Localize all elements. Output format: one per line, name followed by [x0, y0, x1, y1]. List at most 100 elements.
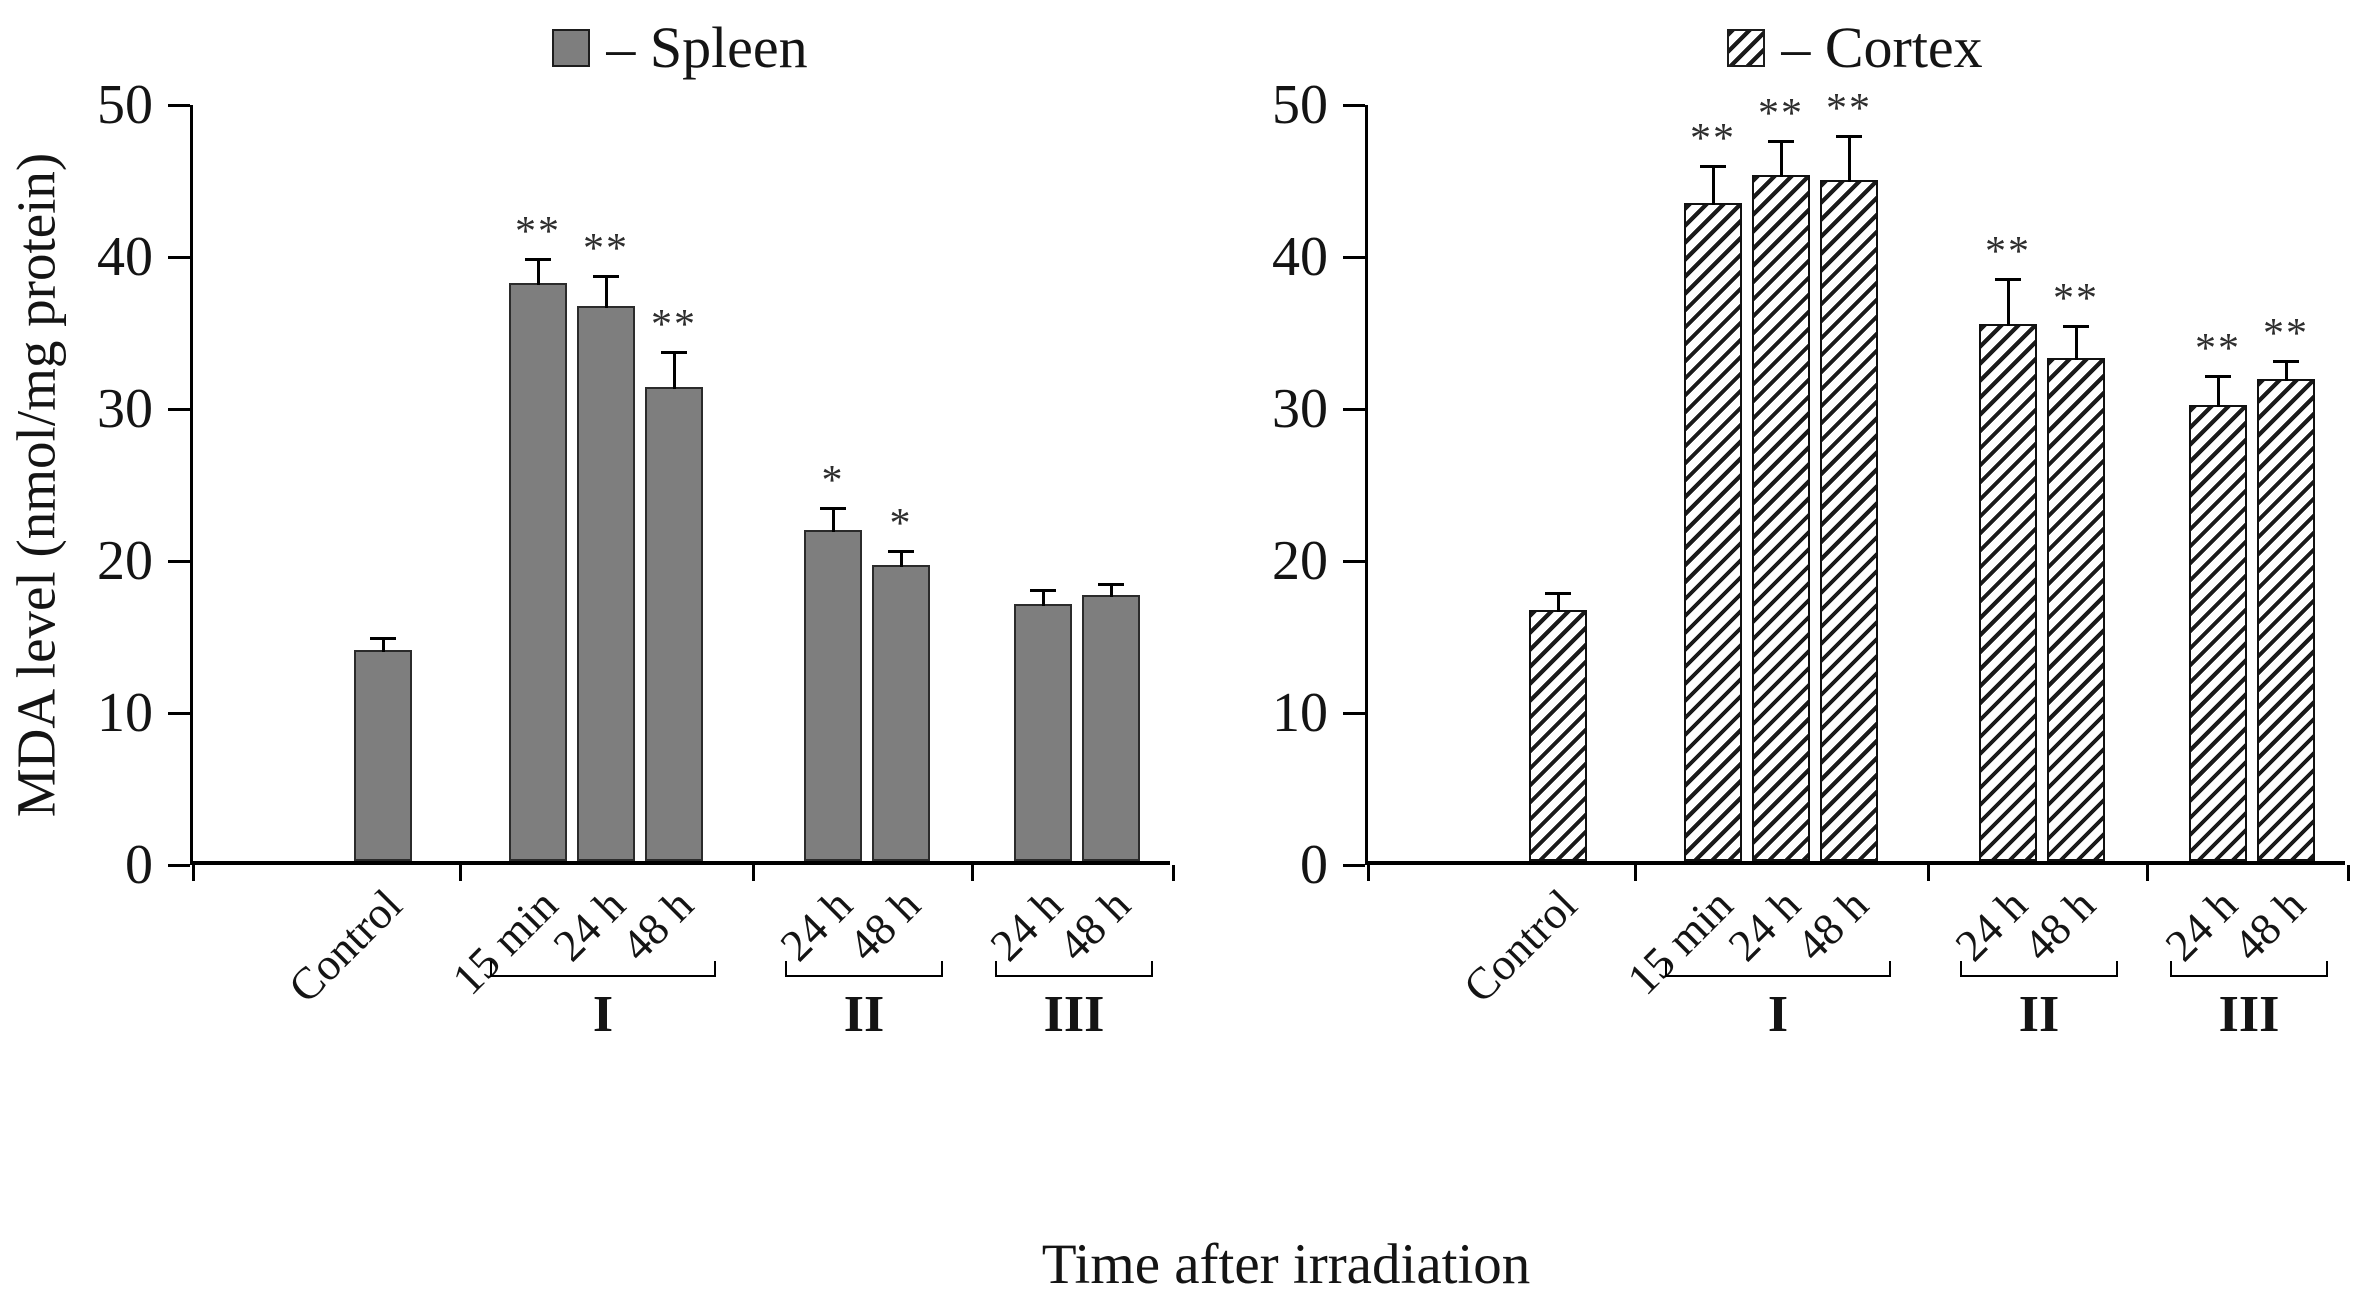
bar — [2047, 357, 2105, 861]
error-bar-cap — [1836, 134, 1862, 138]
y-axis-tick — [168, 103, 190, 107]
error-bar-cap — [1995, 277, 2021, 281]
bar — [1684, 202, 1742, 861]
bar — [1529, 610, 1587, 861]
legend-spleen: – Spleen — [190, 16, 1170, 80]
x-axis-tick — [191, 865, 195, 881]
significance-marker: * — [821, 458, 845, 505]
legend-cortex-label: – Cortex — [1781, 15, 1983, 80]
x-tick-label: Control — [279, 879, 412, 1013]
x-axis-tick — [1171, 865, 1175, 881]
x-axis-tick — [2346, 865, 2350, 881]
bar — [509, 283, 567, 861]
y-axis-tick — [1343, 255, 1365, 259]
error-bar — [1041, 590, 1045, 607]
y-axis-tick — [1343, 559, 1365, 563]
group-label: I — [592, 986, 614, 1043]
x-tick-label: 48 h — [2223, 879, 2315, 971]
bar — [354, 649, 412, 861]
error-bar-cap — [820, 507, 846, 511]
x-tick-label: Control — [1454, 879, 1587, 1013]
significance-marker: ** — [651, 301, 697, 348]
y-axis-tick-label: 20 — [97, 530, 153, 592]
y-axis-tick-label: 40 — [97, 226, 153, 288]
significance-marker: ** — [1690, 116, 1736, 163]
x-tick-label: 48 h — [1048, 879, 1140, 971]
y-axis-tick-label: 0 — [125, 834, 153, 896]
group-label: II — [843, 986, 885, 1043]
y-axis-tick — [168, 863, 190, 867]
error-bar-cap — [525, 258, 551, 262]
y-axis-tick-label: 20 — [1272, 530, 1328, 592]
error-bar — [2006, 278, 2010, 327]
error-bar-cap — [370, 636, 396, 640]
error-bar — [1109, 584, 1113, 597]
significance-marker: ** — [2053, 275, 2099, 322]
x-tick-label: 48 h — [1786, 879, 1878, 971]
y-axis-tick-label: 0 — [1300, 834, 1328, 896]
plot-area-spleen: 0 10 20 30 40 50 ** ** ** * * — [97, 75, 1175, 895]
y-axis-tick — [168, 255, 190, 259]
legend-spleen-swatch-icon — [552, 28, 591, 67]
significance-marker: ** — [1758, 90, 1804, 137]
group-bracket — [785, 961, 943, 977]
error-bar-cap — [1768, 139, 1794, 143]
group-label: I — [1767, 986, 1789, 1043]
error-bar-cap — [1098, 583, 1124, 587]
group-bracket — [490, 961, 716, 977]
error-bar-cap — [1700, 165, 1726, 169]
significance-marker: * — [889, 500, 913, 547]
chart-cortex: – Cortex 0 10 20 30 40 50 ** ** ** ** ** ** ** Contr… — [1245, 0, 2372, 1140]
group-bracket — [2170, 961, 2328, 977]
group-label: III — [1043, 986, 1105, 1043]
group-bracket — [995, 961, 1153, 977]
error-bar — [1779, 140, 1783, 178]
x-axis-area-cortex: Control 15 min 24 h 48 h 24 h 48 h 24 h 48 h I II… — [1365, 869, 2345, 1129]
error-bar-cap — [1545, 592, 1571, 596]
y-axis-tick-label: 10 — [97, 682, 153, 744]
x-tick-label: 48 h — [611, 879, 703, 971]
y-axis-tick-label: 10 — [1272, 682, 1328, 744]
group-label: II — [2018, 986, 2060, 1043]
bar — [1014, 604, 1072, 861]
error-bar — [1711, 166, 1715, 205]
y-axis-tick — [1343, 407, 1365, 411]
y-axis-tick — [168, 407, 190, 411]
significance-marker: ** — [2195, 326, 2241, 373]
error-bar — [2074, 325, 2078, 360]
significance-marker: ** — [1826, 85, 1872, 132]
error-bar-cap — [2273, 359, 2299, 363]
legend-spleen-label: – Spleen — [606, 15, 808, 80]
significance-marker: ** — [515, 209, 561, 256]
plot-area-cortex: 0 10 20 30 40 50 ** ** ** ** ** ** ** — [1272, 75, 2350, 895]
error-bar-cap — [661, 350, 687, 354]
error-bar-cap — [2205, 375, 2231, 379]
bar — [577, 306, 635, 861]
x-tick-label: 48 h — [2013, 879, 2105, 971]
y-axis-tick — [1343, 103, 1365, 107]
bar — [1979, 324, 2037, 861]
bar — [804, 529, 862, 861]
bar — [645, 386, 703, 861]
x-axis-tick — [751, 865, 755, 881]
y-axis-tick-label: 30 — [1272, 378, 1328, 440]
x-axis-tick — [970, 865, 974, 881]
x-axis-area-spleen: Control 15 min 24 h 48 h 24 h 48 h 24 h 48 h I II… — [190, 869, 1170, 1129]
x-axis-tick — [458, 865, 462, 881]
error-bar-cap — [1030, 589, 1056, 593]
error-bar — [2284, 360, 2288, 382]
group-label: III — [2218, 986, 2280, 1043]
error-bar — [831, 508, 835, 532]
bar — [1082, 595, 1140, 861]
significance-marker: ** — [1985, 228, 2031, 275]
y-axis-tick-label: 50 — [97, 74, 153, 136]
error-bar — [536, 259, 540, 286]
chart-spleen: – Spleen 0 10 20 30 40 50 ** ** ** * * Control 15 m… — [70, 0, 1200, 1140]
error-bar — [381, 637, 385, 652]
error-bar — [604, 275, 608, 309]
y-axis-tick — [1343, 863, 1365, 867]
x-axis-tick — [1926, 865, 1930, 881]
significance-marker: ** — [583, 225, 629, 272]
bar — [2189, 405, 2247, 861]
legend-cortex-swatch-icon — [1727, 28, 1766, 67]
